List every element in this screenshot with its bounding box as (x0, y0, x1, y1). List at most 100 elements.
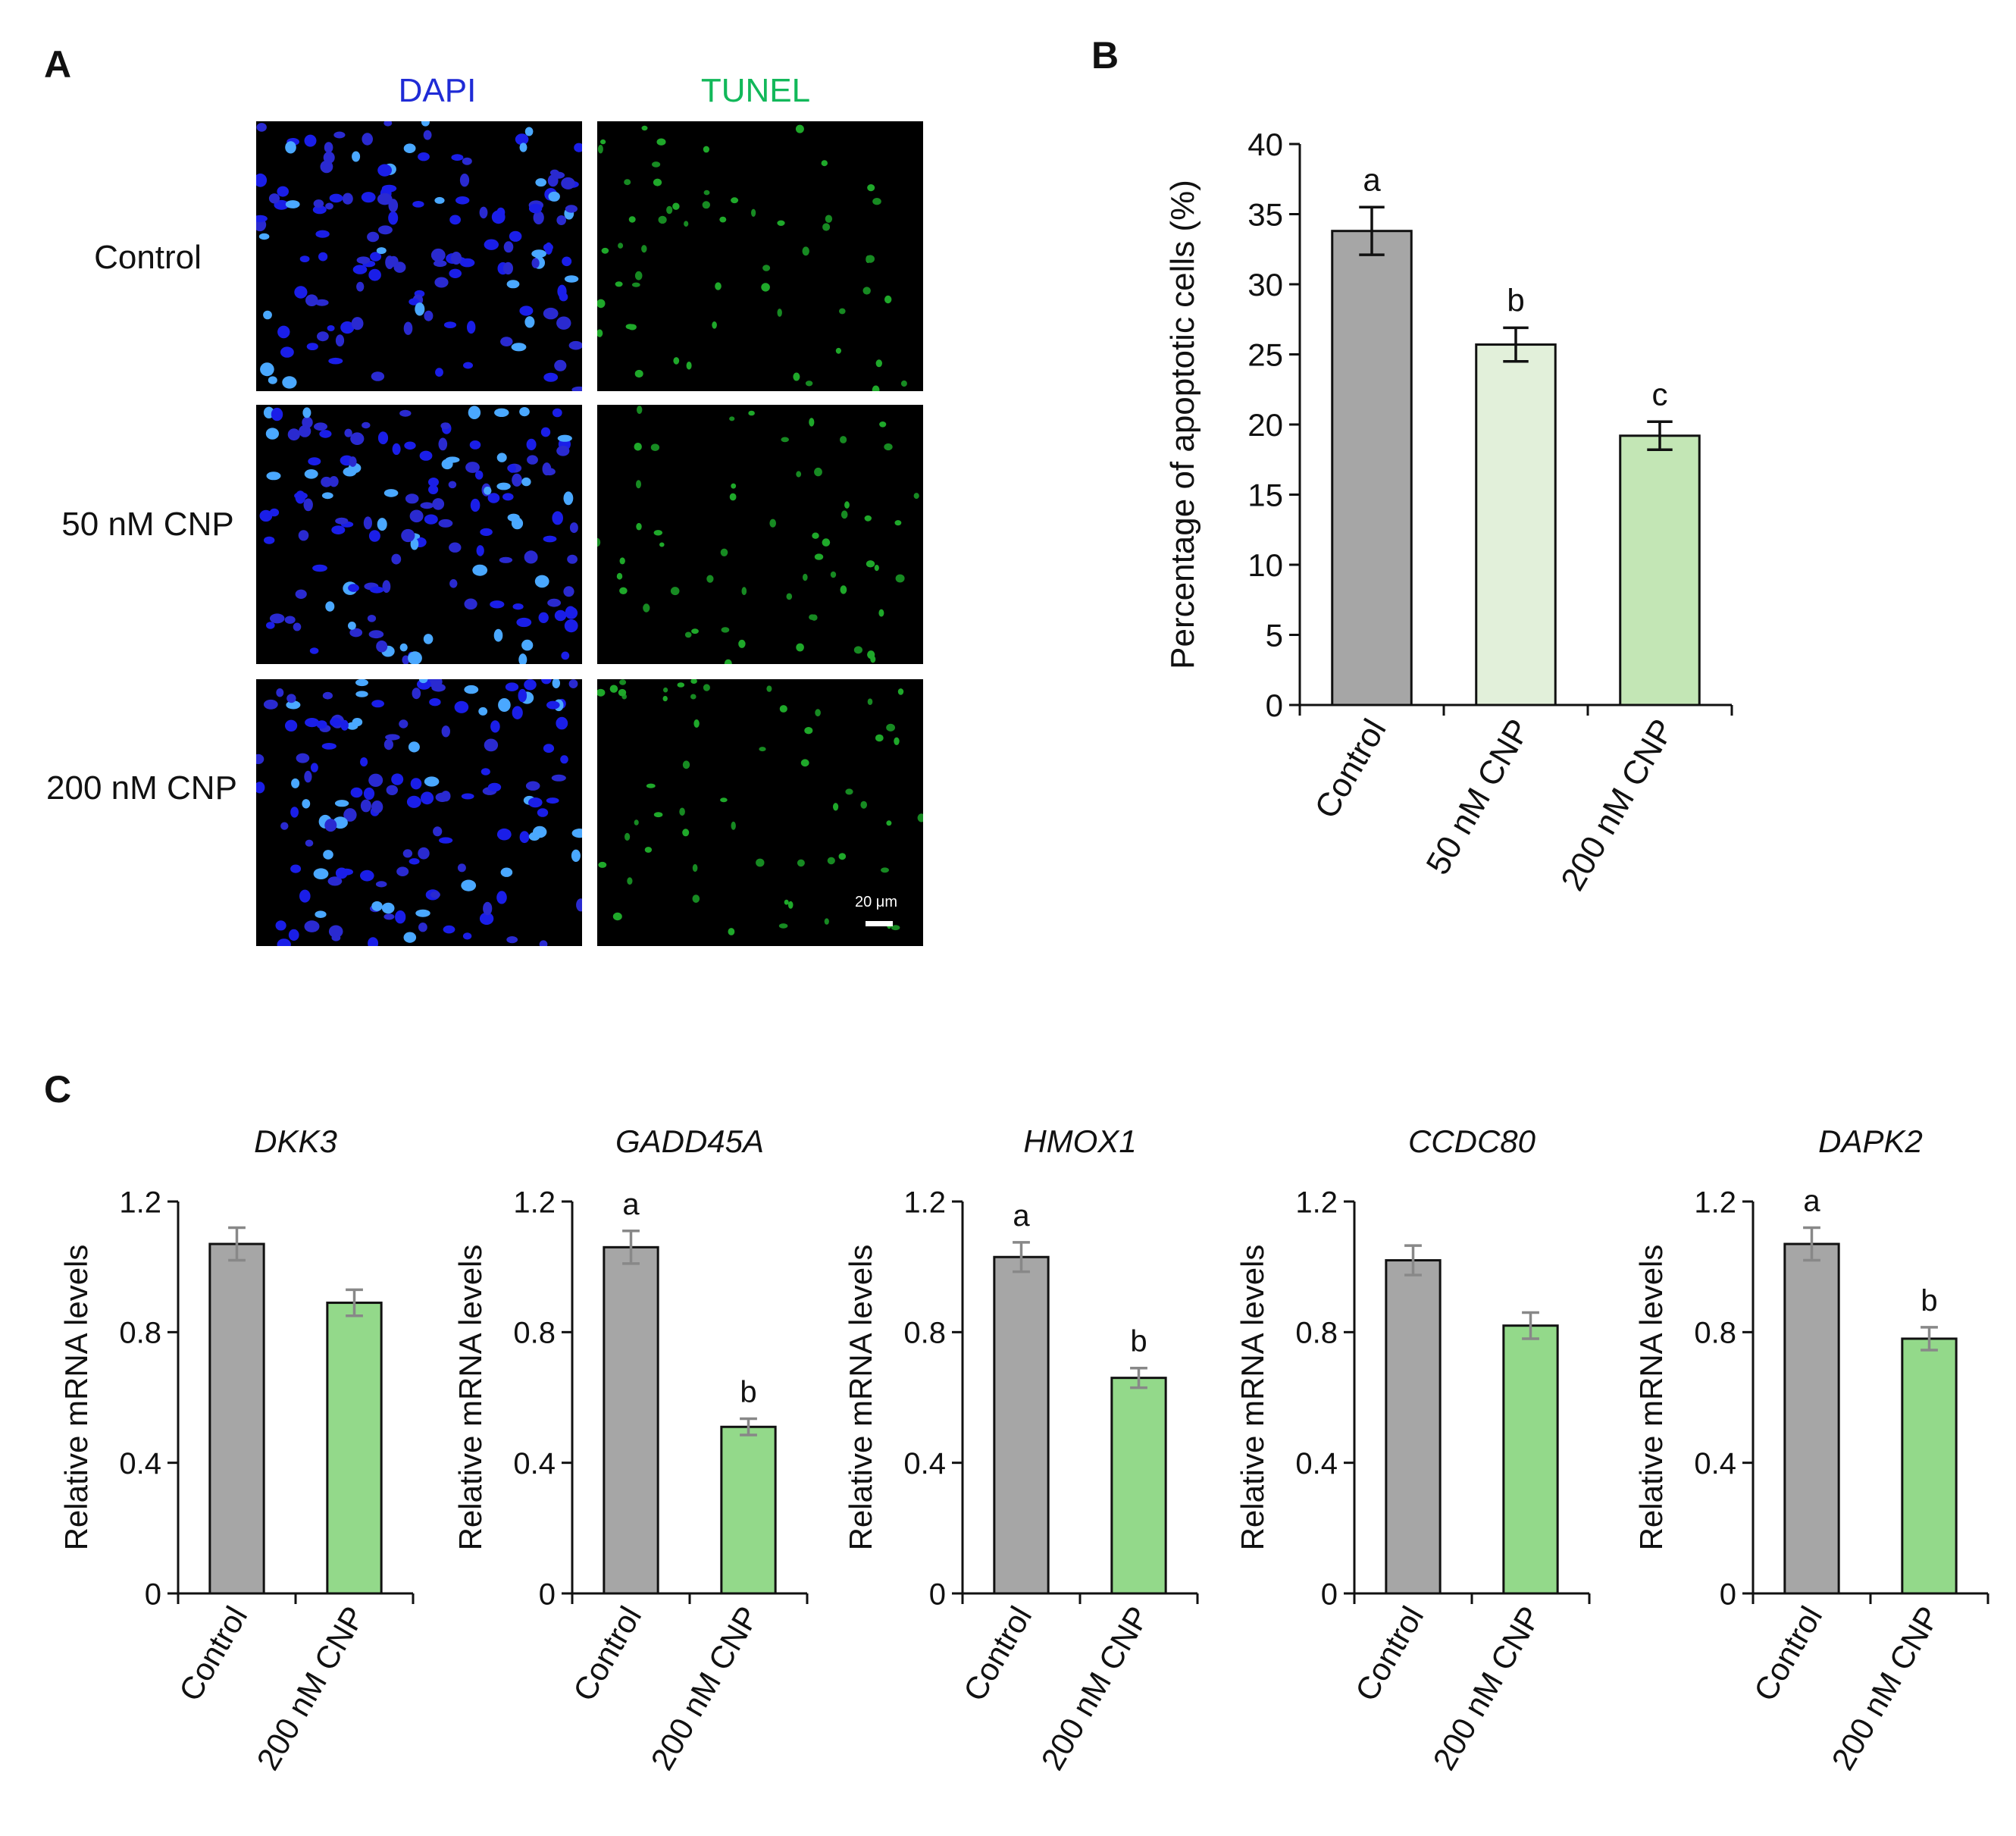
tunel-dot (884, 443, 893, 451)
nucleus-dot (306, 343, 318, 350)
nucleus-dot (430, 248, 446, 262)
tunel-dot (759, 747, 766, 752)
nucleus-dot (321, 743, 337, 750)
nucleus-dot (467, 321, 476, 334)
nucleus-dot (502, 262, 513, 275)
column-header-tunel: TUNEL (700, 72, 811, 109)
tunel-dot (830, 571, 837, 578)
nucleus-dot (516, 617, 532, 628)
nucleus-dot (304, 920, 320, 932)
category-label: 200 nM CNP (1426, 1600, 1548, 1776)
nucleus-dot (288, 929, 299, 941)
nucleus-dot (564, 619, 578, 633)
tunel-dot (624, 179, 631, 186)
nucleus-dot (285, 719, 298, 732)
nucleus-dot (528, 203, 543, 214)
nucleus-dot (346, 722, 358, 730)
nucleus-dot (531, 249, 546, 258)
nucleus-dot (541, 679, 552, 685)
nucleus-dot (331, 525, 346, 534)
nucleus-dot (434, 260, 447, 268)
nucleus-dot (375, 881, 387, 888)
nucleus-dot (506, 280, 520, 289)
dkk3-bar-chart: DKK3 Relative mRNA levels 0 0.4 0.8 1.2 Contro… (58, 1123, 415, 1776)
nucleus-dot (376, 640, 388, 653)
nucleus-dot (298, 530, 309, 541)
nucleus-dot (256, 754, 265, 764)
y-tick-label: 40 (1247, 127, 1283, 162)
nucleus-dot (448, 481, 457, 489)
nucleus-dot (383, 489, 399, 497)
nucleus-dot (562, 256, 572, 267)
tunel-dot (612, 912, 622, 921)
nucleus-dot (560, 755, 568, 764)
tunel-dot (867, 184, 875, 192)
nucleus-dot (321, 476, 333, 487)
nucleus-dot (304, 134, 317, 147)
nucleus-dot (500, 337, 513, 346)
tunel-dot (597, 688, 606, 697)
tunel-dot (741, 587, 747, 596)
nucleus-dot (368, 530, 380, 542)
nucleus-dot (340, 719, 349, 731)
nucleus-dot (309, 647, 319, 654)
nucleus-dot (268, 376, 277, 384)
tunel-dot (809, 614, 815, 620)
tunel-dot (825, 215, 833, 223)
y-tick-label: 0.8 (903, 1317, 946, 1350)
nucleus-dot (565, 606, 578, 619)
tunel-dot (653, 812, 663, 818)
nucleus-dot (508, 464, 516, 473)
nucleus-dot (556, 446, 570, 456)
nucleus-dot (480, 528, 493, 536)
tunel-dot (778, 923, 788, 929)
tunel-dot (729, 416, 735, 421)
scale-bar (866, 921, 893, 926)
nucleus-dot (475, 470, 484, 480)
nucleus-dot (352, 265, 368, 274)
nucleus-dot (506, 936, 518, 944)
nucleus-dot (464, 598, 477, 610)
nucleus-dot (521, 477, 531, 487)
nucleus-dot (496, 453, 507, 462)
nucleus-dot (330, 717, 342, 727)
tunel-dot (659, 542, 665, 547)
tunel-dot (650, 443, 659, 451)
nucleus-dot (502, 493, 514, 501)
column-header-dapi: DAPI (398, 72, 477, 109)
nucleus-dot (277, 186, 289, 197)
tunel-dot (822, 223, 831, 231)
nucleus-dot (401, 528, 415, 543)
category-label: Control (956, 1600, 1038, 1707)
significance-letter: b (1507, 282, 1524, 318)
nucleus-dot (496, 891, 507, 904)
y-tick-label: 1.2 (1694, 1186, 1736, 1219)
nucleus-dot (412, 688, 421, 700)
nucleus-dot (325, 601, 335, 612)
nucleus-dot (367, 231, 380, 243)
tunel-dot (618, 688, 627, 697)
tunel-dot (662, 696, 668, 702)
nucleus-dot (454, 700, 469, 713)
nucleus-dot (552, 511, 563, 525)
nucleus-dot (256, 173, 268, 187)
tunel-dot (872, 385, 880, 391)
nucleus-dot (519, 407, 530, 417)
nucleus-dot (457, 863, 466, 873)
nucleus-dot (286, 700, 301, 710)
tunel-dot (872, 198, 881, 205)
tunel-dot (679, 807, 685, 816)
significance-letter: a (1803, 1184, 1820, 1217)
nucleus-dot (554, 359, 567, 371)
nucleus-dot (434, 277, 449, 288)
nucleus-dot (459, 258, 475, 268)
nucleus-dot (258, 233, 270, 240)
nucleus-dot (427, 679, 443, 688)
micrograph-control-dapi (256, 121, 582, 391)
chart-title: DKK3 (254, 1123, 337, 1159)
tunel-dot (618, 243, 624, 249)
y-tick-label: 1.2 (513, 1186, 556, 1219)
nucleus-dot (386, 785, 398, 795)
tunel-dot (702, 201, 710, 209)
bar (603, 1245, 659, 1595)
